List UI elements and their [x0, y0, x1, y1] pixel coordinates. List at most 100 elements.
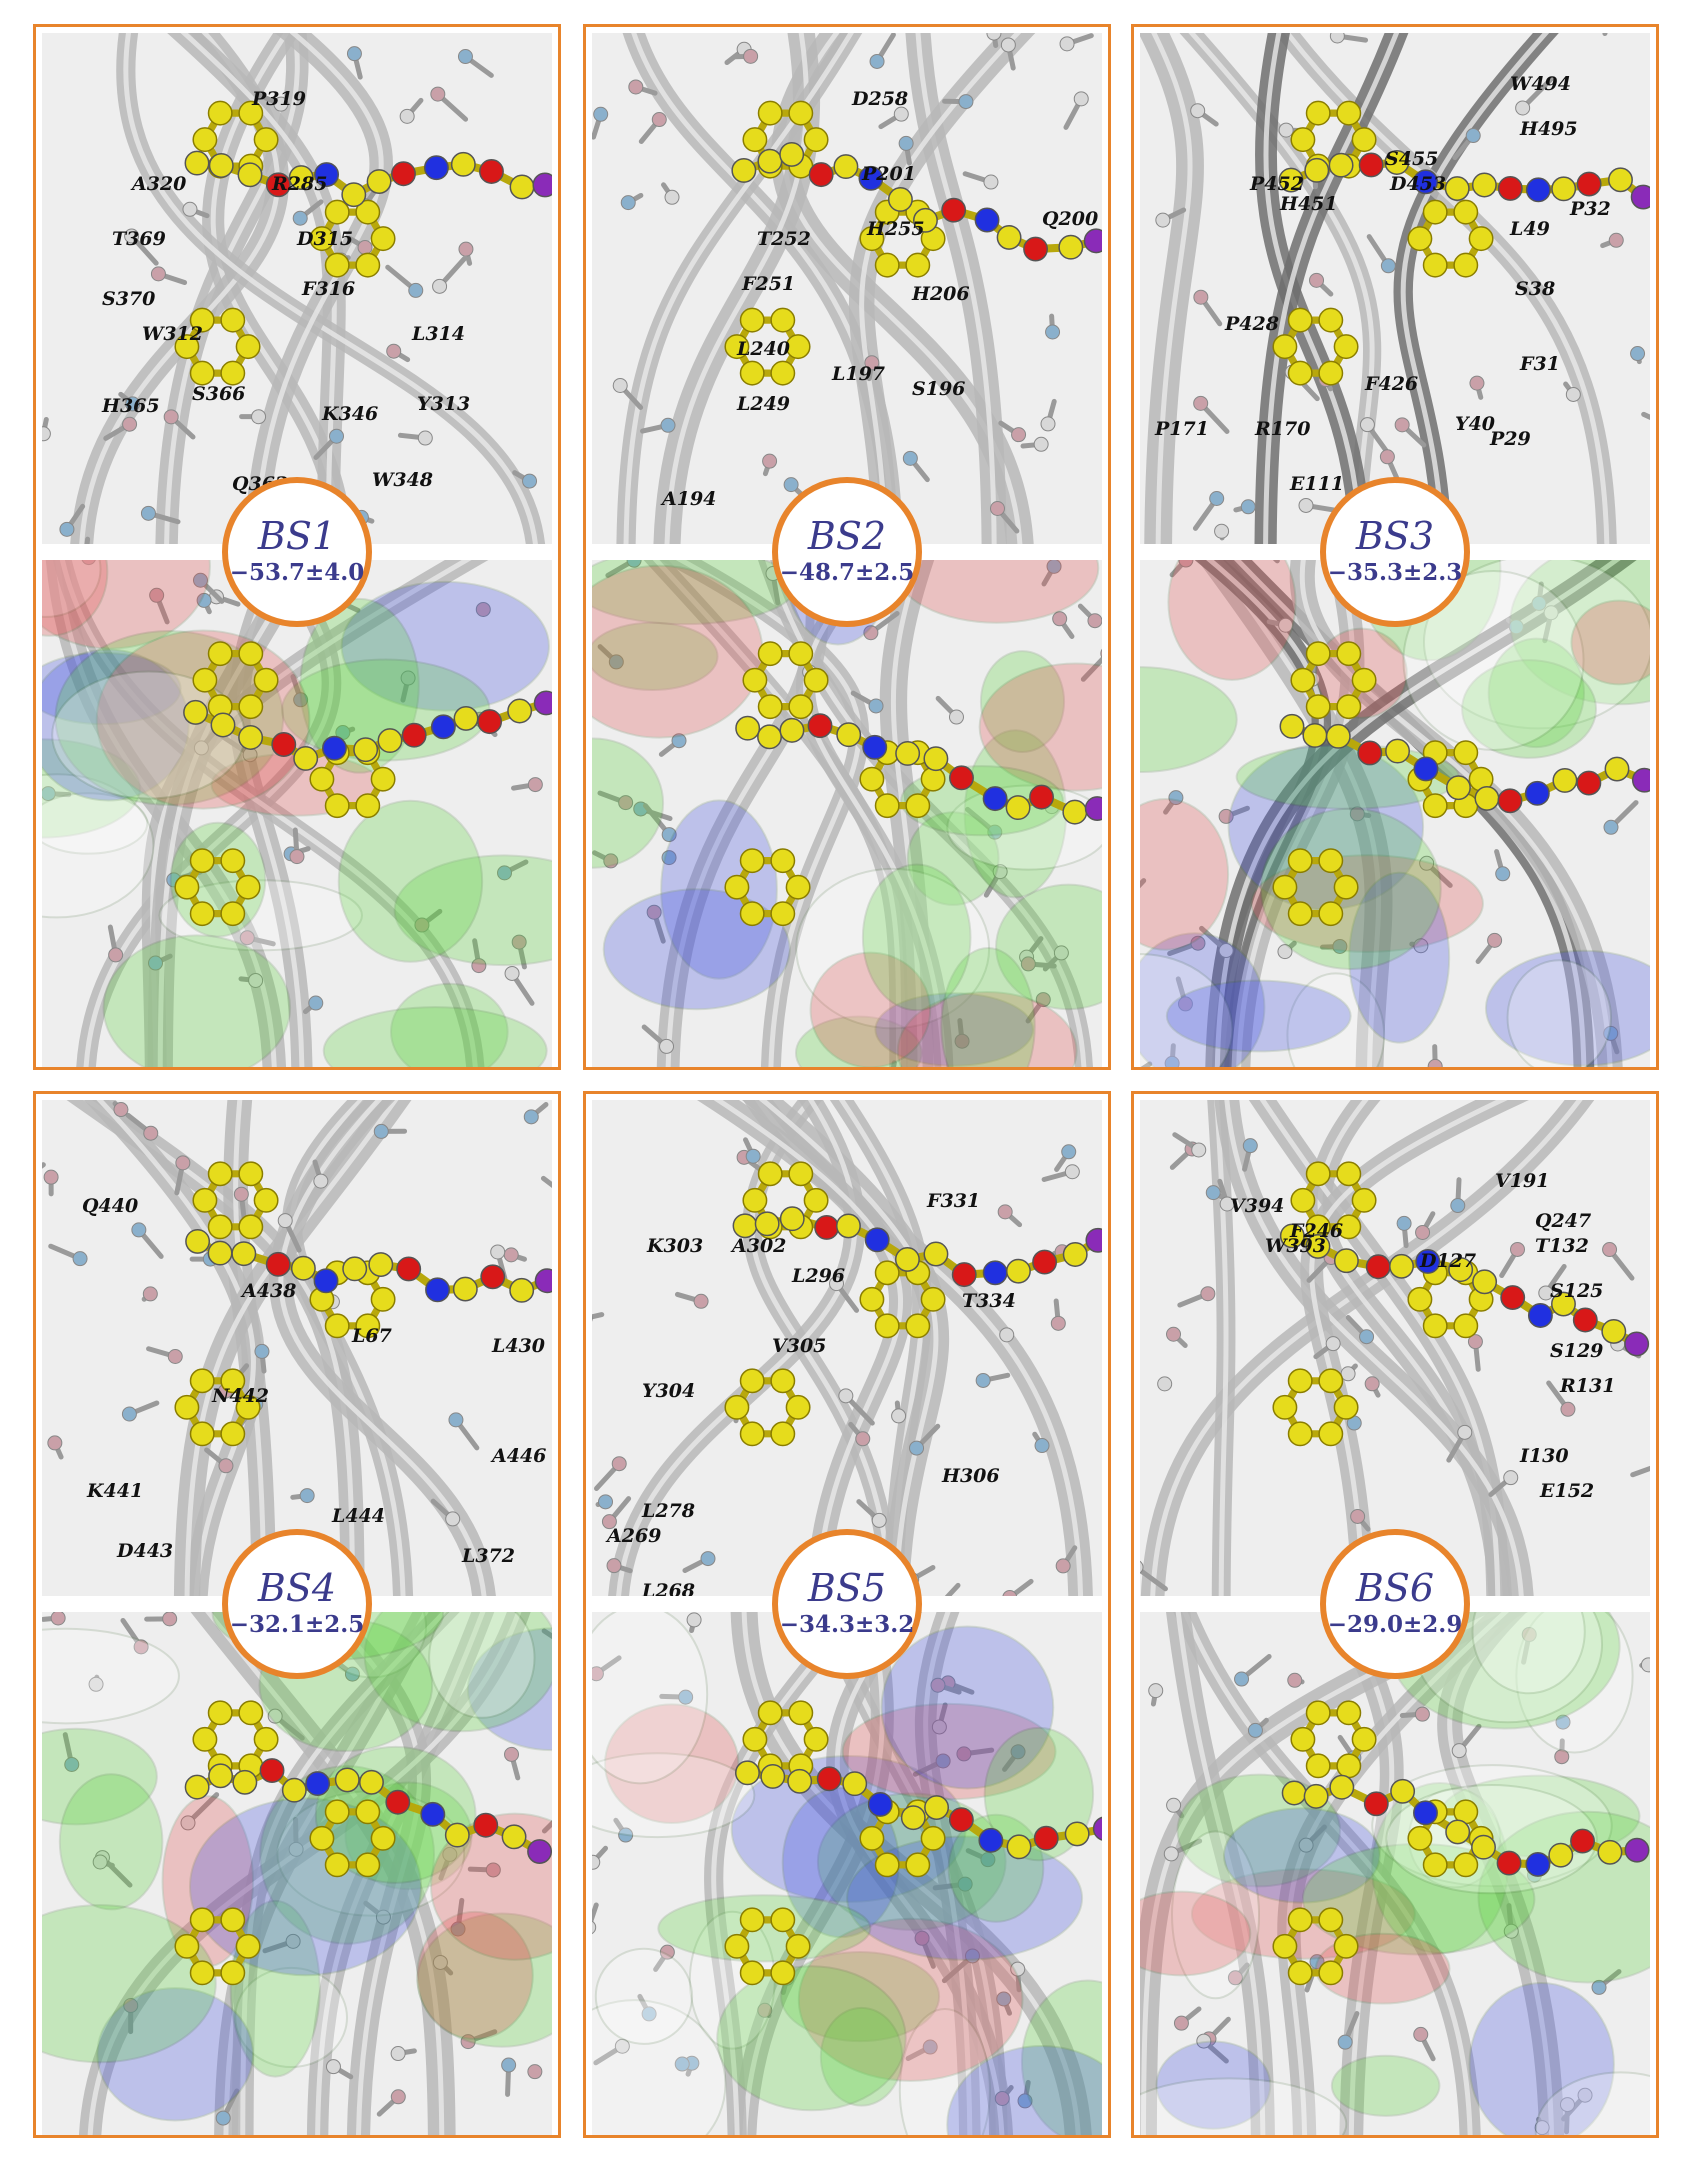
ligand-carbon-atom [1446, 775, 1471, 801]
ligand-carbon-atom [238, 641, 264, 667]
residue-atom [1157, 1376, 1173, 1392]
ligand-carbon-atom [507, 698, 533, 724]
binding-site-panel-6: V191 V394 F246 Q247 W393 D127 T132 S125 S129 R131… [1131, 1091, 1659, 2138]
ligand-carbon-atom [207, 1700, 233, 1726]
ligand-carbon-atom [874, 793, 900, 819]
ligand-carbon-atom [220, 307, 246, 333]
residue-atom [1278, 617, 1294, 633]
residue-label: P29 [1490, 428, 1531, 450]
residue-stick [944, 1582, 961, 1596]
ligand-carbon-atom [742, 1187, 768, 1213]
residue-atom [460, 2034, 476, 2050]
ligand-molecule [174, 100, 552, 386]
ligand-carbon-atom [220, 1368, 246, 1394]
residue-atom [1010, 1744, 1026, 1760]
residue-label: P319 [252, 88, 306, 110]
residue-atom [1487, 932, 1503, 948]
residue-atom [1178, 560, 1194, 568]
ligand-molecule [174, 641, 552, 927]
residue-atom [1002, 1589, 1018, 1596]
surface-patch [42, 560, 102, 618]
residue-atom [1591, 1979, 1607, 1995]
ligand-carbon-atom [724, 1933, 750, 1959]
residue-atom [251, 409, 267, 425]
ligand-carbon-atom [220, 848, 246, 874]
residue-atom [700, 1551, 716, 1567]
residue-label: L197 [832, 363, 886, 385]
ribbon-highlight [157, 560, 307, 1067]
residue-label: T334 [962, 1290, 1016, 1312]
ligand-carbon-atom [1551, 1291, 1576, 1317]
surface-patch [102, 934, 292, 1067]
ligand-molecule [174, 1161, 552, 1447]
ligand-carbon-atom [235, 874, 261, 900]
residue-label: V191 [1495, 1170, 1550, 1192]
residue-atom [1064, 1164, 1080, 1180]
ligand-carbon-atom [208, 153, 234, 178]
residue-atom [408, 282, 424, 298]
surface-patch [234, 1966, 348, 2069]
ligand-carbon-atom [324, 1799, 350, 1825]
ligand-carbon-atom [1279, 1223, 1305, 1249]
residue-atom [497, 865, 513, 881]
ribbon-highlight [164, 33, 300, 544]
ligand-carbon-atom [210, 712, 236, 738]
ligand-carbon-atom [803, 127, 829, 153]
residue-atom [150, 266, 166, 282]
residue-atom [1193, 395, 1209, 411]
residue-atom [503, 1247, 519, 1263]
residue-atom [1565, 386, 1581, 402]
ligand-molecule [724, 1161, 1102, 1447]
ligand-carbon-atom [235, 1394, 261, 1420]
residue-stick [1080, 656, 1102, 682]
ligand-carbon-atom [760, 1764, 786, 1789]
residue-atom [628, 79, 644, 95]
ligand-carbon-atom [281, 1777, 307, 1803]
residue-atom [986, 33, 1002, 41]
ligand-nitrogen-atom [1413, 169, 1439, 195]
ligand-nitrogen-atom [1524, 780, 1550, 806]
ligand-carbon-atom [1453, 1852, 1479, 1878]
ligand-carbon-atom [189, 1960, 215, 1986]
residue-label: W312 [142, 323, 203, 345]
residue-stick [42, 1162, 46, 1169]
residue-atom [43, 1169, 59, 1185]
residue-label: K303 [647, 1235, 704, 1257]
surface-patch [1487, 637, 1585, 749]
surface-patch [592, 1999, 727, 2135]
surface-patch [322, 1006, 548, 1067]
residue-atom [992, 864, 1008, 880]
residue-atom [1325, 1336, 1341, 1352]
ligand-oxygen-atom [1365, 1254, 1391, 1280]
ligand-oxygen-atom [385, 1789, 411, 1815]
surface-patch [158, 879, 363, 952]
ligand-oxygen-atom [1497, 175, 1523, 201]
residue-stick [540, 1175, 552, 1188]
ligand-carbon-atom [1422, 199, 1448, 225]
residue-view: W494 H495 S455 P452 H451 D453 L49 P32 S38 P428 F31… [1140, 33, 1650, 544]
ligand-carbon-atom [739, 1421, 765, 1447]
residue-atom [193, 740, 209, 756]
residue-atom [762, 453, 778, 469]
ligand-iodine-atom [527, 1839, 552, 1864]
ligand-carbon-atom [1453, 1313, 1479, 1339]
residue-label: L430 [492, 1335, 546, 1357]
residue-atom [1163, 1846, 1179, 1862]
residue-atom [1205, 1185, 1221, 1201]
residue-atom [1415, 1224, 1431, 1240]
residue-atom [50, 1612, 66, 1626]
surface-patch [983, 1726, 1095, 1862]
ligand-carbon-atom [1389, 1253, 1414, 1279]
surface-patch [189, 1797, 423, 1977]
ligand-oxygen-atom [1570, 1828, 1595, 1854]
residue-atom [182, 201, 198, 217]
surface-patch [794, 1015, 923, 1067]
surface-patch [42, 1727, 158, 1826]
ligand-carbon-atom [293, 746, 319, 771]
residue-atom [42, 786, 56, 802]
ligand-carbon-atom [1287, 360, 1313, 386]
ligand-carbon-atom [788, 100, 814, 126]
residue-atom [1045, 324, 1061, 340]
binding-site-badge: BS5 −34.3±3.2 [772, 1529, 922, 1679]
residue-atom [1218, 808, 1234, 824]
